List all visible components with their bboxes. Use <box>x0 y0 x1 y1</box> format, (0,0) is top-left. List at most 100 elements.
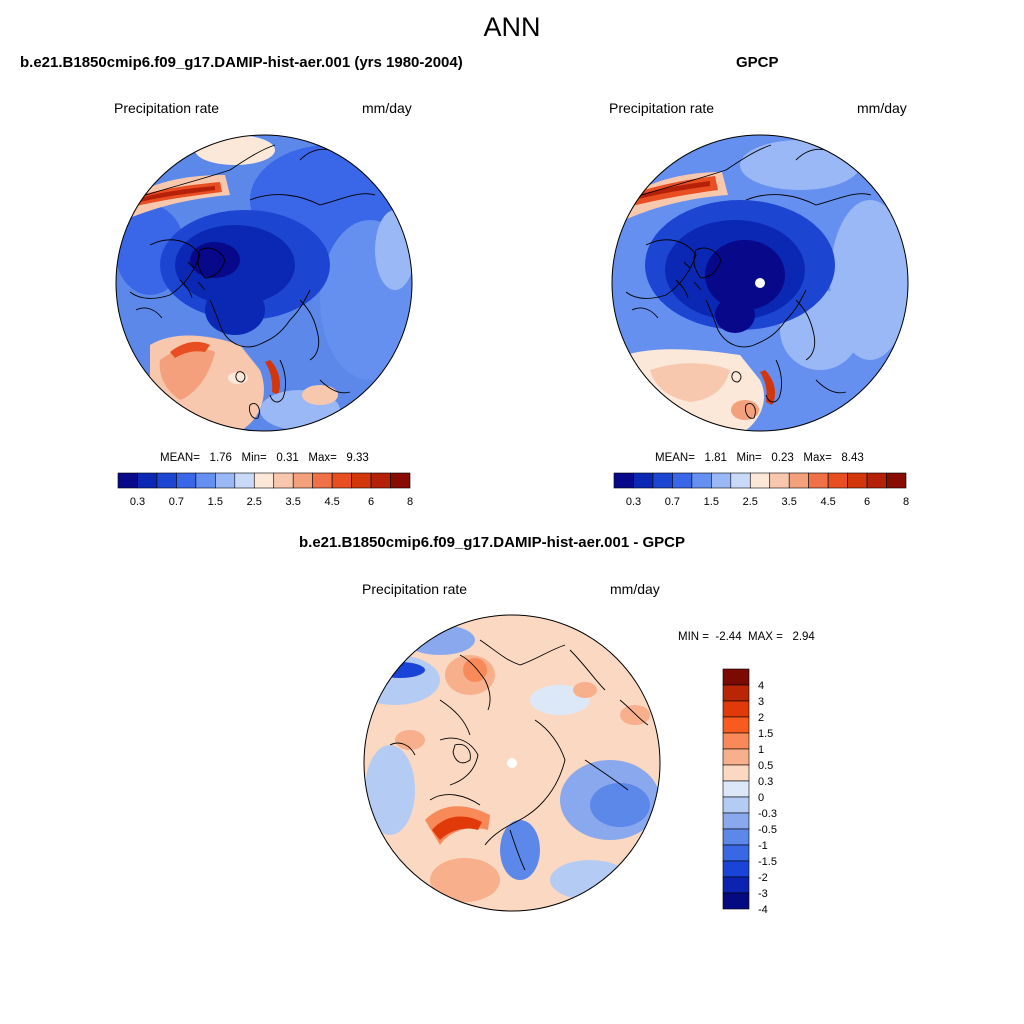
colorbar-diff-box <box>722 844 750 862</box>
mean-value: 1.76 <box>209 452 232 464</box>
colorbar-model-box <box>215 472 236 489</box>
colorbar-diff-box <box>722 668 750 686</box>
colorbar-model-box <box>312 472 333 489</box>
colorbar-model-box <box>292 472 313 489</box>
colorbar-diff-box <box>722 780 750 798</box>
map-diff-field <box>365 745 415 835</box>
colorbar-obs-tick-label: 4.5 <box>820 496 835 508</box>
map-obs-field <box>705 240 785 310</box>
map-diff-field <box>573 682 597 698</box>
colorbar-obs-tick-label: 1.5 <box>704 496 719 508</box>
map-diff-field <box>620 705 650 725</box>
panel-diff-title: b.e21.B1850cmip6.f09_g17.DAMIP-hist-aer.… <box>299 534 686 551</box>
colorbar-obs-box <box>672 472 693 489</box>
map-model-field <box>375 210 412 290</box>
colorbar-obs-box <box>633 472 654 489</box>
map-diff-field <box>395 730 425 750</box>
map-model <box>115 134 413 432</box>
colorbar-obs-box <box>711 472 732 489</box>
colorbar-obs-box <box>730 472 751 489</box>
min-value: -2.44 <box>715 631 742 643</box>
colorbar-diff-tick-label: -0.5 <box>758 824 777 836</box>
colorbar-model-tick-label: 2.5 <box>247 496 262 508</box>
colorbar-diff-box <box>722 684 750 702</box>
mean-label: MEAN= <box>160 452 200 464</box>
colorbar-diff-tick-label: 0 <box>758 792 764 804</box>
colorbar-model-box <box>331 472 352 489</box>
colorbar-diff-tick-label: 3 <box>758 696 764 708</box>
colorbar-model-tick-label: 6 <box>368 496 374 508</box>
map-diff-pole-mask <box>507 758 517 768</box>
colorbar-obs-box <box>866 472 887 489</box>
max-label: Max= <box>308 452 337 464</box>
colorbar-diff-tick-label: 4 <box>758 680 764 692</box>
colorbar-model-box <box>195 472 216 489</box>
map-obs-boundary <box>611 134 909 432</box>
colorbar-diff-tick-label: -0.3 <box>758 808 777 820</box>
map-diff-field <box>432 816 482 840</box>
max-value: 9.33 <box>346 452 369 464</box>
colorbar-diff-tick-label: -2 <box>758 872 768 884</box>
colorbar-model-tick-label: 3.5 <box>286 496 301 508</box>
map-model-field <box>159 347 215 400</box>
colorbar-obs-box <box>769 472 790 489</box>
colorbar-diff-tick-label: 1 <box>758 744 764 756</box>
colorbar-obs-box <box>827 472 848 489</box>
panel-diff-stats: MIN = -2.44 MAX = 2.94 <box>678 631 815 643</box>
colorbar-diff-box <box>722 700 750 718</box>
colorbar-model-tick-label: 0.3 <box>130 496 145 508</box>
colorbar-diff-box <box>722 732 750 750</box>
mean-label: MEAN= <box>655 452 695 464</box>
colorbar-obs-tick-label: 2.5 <box>743 496 758 508</box>
colorbar-diff-tick-label: 0.5 <box>758 760 773 772</box>
colorbar-model-tick-label: 4.5 <box>324 496 339 508</box>
map-diff-field <box>463 658 487 682</box>
map-obs-field <box>740 140 860 190</box>
colorbar-obs-box <box>847 472 868 489</box>
colorbar-obs-box <box>808 472 829 489</box>
colorbar-obs-tick-label: 0.3 <box>626 496 641 508</box>
colorbar-obs-tick-label: 3.5 <box>782 496 797 508</box>
map-diff-field <box>375 662 425 678</box>
colorbar-diff-box <box>722 748 750 766</box>
colorbar-model-tick-label: 0.7 <box>169 496 184 508</box>
min-label: Min= <box>736 452 762 464</box>
map-model-boundary <box>115 134 413 432</box>
colorbar-model-box <box>117 472 138 489</box>
colorbar-diff-tick-label: 0.3 <box>758 776 773 788</box>
panel-model-stats: MEAN= 1.76 Min= 0.31 Max= 9.33 <box>160 452 369 464</box>
map-diff-coastlines <box>389 639 649 871</box>
colorbar-diff-box <box>722 764 750 782</box>
colorbar-diff: 4 3 2 1.5 1 0.5 0.3 0 -0.3 -0.5 -1 -1.5 -2 -3 -4 <box>722 668 777 916</box>
map-model-field <box>265 360 280 395</box>
colorbar-model-tick-label: 8 <box>407 496 413 508</box>
mean-value: 1.81 <box>704 452 727 464</box>
colorbar-diff-tick-label: -3 <box>758 888 768 900</box>
min-value: 0.23 <box>771 452 794 464</box>
max-value: 8.43 <box>841 452 864 464</box>
panel-model-title: b.e21.B1850cmip6.f09_g17.DAMIP-hist-aer.… <box>20 54 463 71</box>
map-obs <box>611 134 909 432</box>
colorbar-obs-tick-label: 0.7 <box>665 496 680 508</box>
colorbar-model-box <box>253 472 275 489</box>
colorbar-diff-box <box>722 892 750 910</box>
colorbar-diff-box <box>722 828 750 846</box>
colorbar-obs-box <box>788 472 809 489</box>
panel-obs-units-label: mm/day <box>857 100 907 116</box>
map-diff-field <box>364 655 440 705</box>
colorbar-model: 0.3 0.7 1.5 2.5 3.5 4.5 6 8 <box>117 472 413 508</box>
colorbar-diff-box <box>722 812 750 830</box>
colorbar-diff-box <box>722 876 750 894</box>
panel-model-units-label: mm/day <box>362 100 412 116</box>
colorbar-obs-box <box>749 472 771 489</box>
colorbar-model-box <box>137 472 158 489</box>
map-diff-field <box>590 783 650 827</box>
colorbar-obs-box <box>886 472 907 489</box>
colorbar-diff-tick-label: 1.5 <box>758 728 773 740</box>
panel-diff-units-label: mm/day <box>610 581 660 597</box>
map-obs-pole-mask <box>755 278 765 288</box>
max-value: 2.94 <box>792 631 815 643</box>
colorbar-obs-box <box>613 472 634 489</box>
panel-obs-variable-label: Precipitation rate <box>609 100 715 116</box>
map-obs-coastlines <box>625 144 872 419</box>
